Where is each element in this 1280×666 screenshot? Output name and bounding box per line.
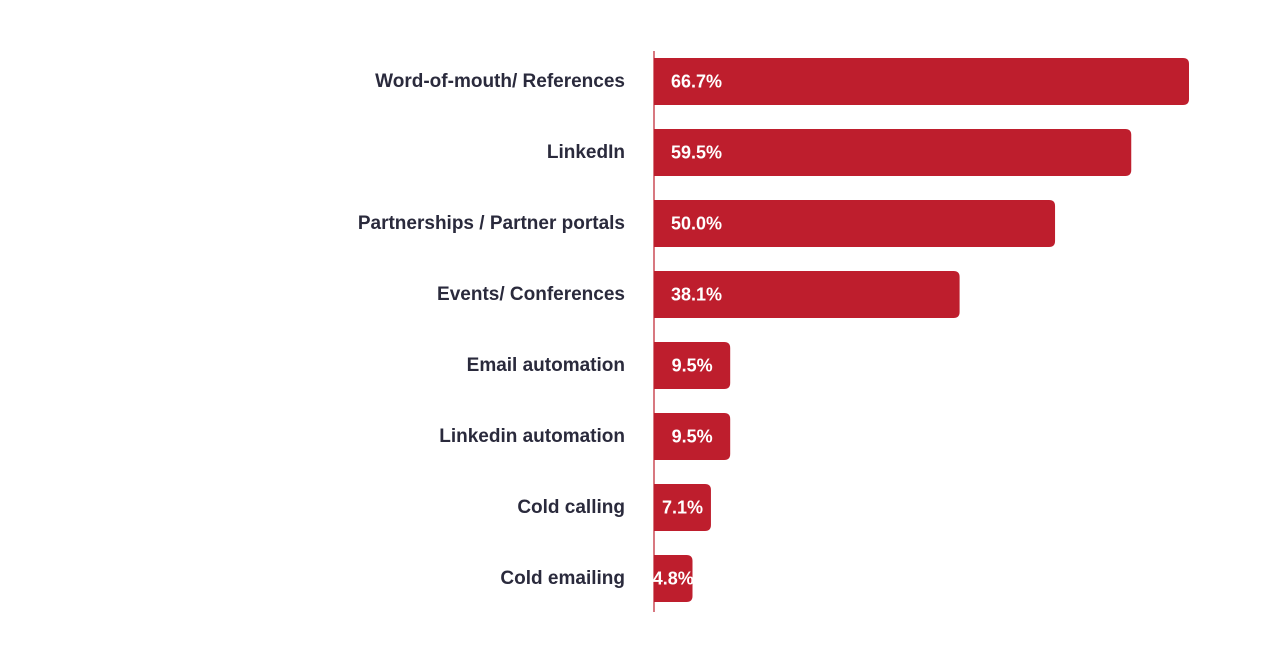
value-label: 9.5% (672, 427, 713, 447)
value-label: 38.1% (671, 285, 722, 305)
category-label: Email automation (467, 355, 625, 376)
category-label: Linkedin automation (439, 426, 625, 447)
value-label: 50.0% (671, 214, 722, 234)
value-label: 7.1% (662, 498, 703, 518)
category-label: LinkedIn (547, 142, 625, 163)
value-label: 4.8% (653, 569, 694, 589)
bars-group: Word-of-mouth/ References 66.7% LinkedIn 59… (358, 58, 1189, 602)
bar (654, 200, 1056, 247)
value-label: 9.5% (672, 356, 713, 376)
bar (654, 342, 731, 389)
category-label: Partnerships / Partner portals (358, 213, 625, 234)
bar (654, 555, 693, 602)
bar (654, 271, 960, 318)
value-label: 59.5% (671, 143, 722, 163)
bar (654, 129, 1132, 176)
category-label: Cold emailing (500, 568, 625, 589)
bar (654, 58, 1189, 105)
bar (654, 413, 731, 460)
value-label: 66.7% (671, 72, 722, 92)
category-label: Events/ Conferences (437, 284, 625, 305)
category-label: Cold calling (517, 497, 625, 518)
category-label: Word-of-mouth/ References (375, 71, 625, 92)
bar (654, 484, 711, 531)
